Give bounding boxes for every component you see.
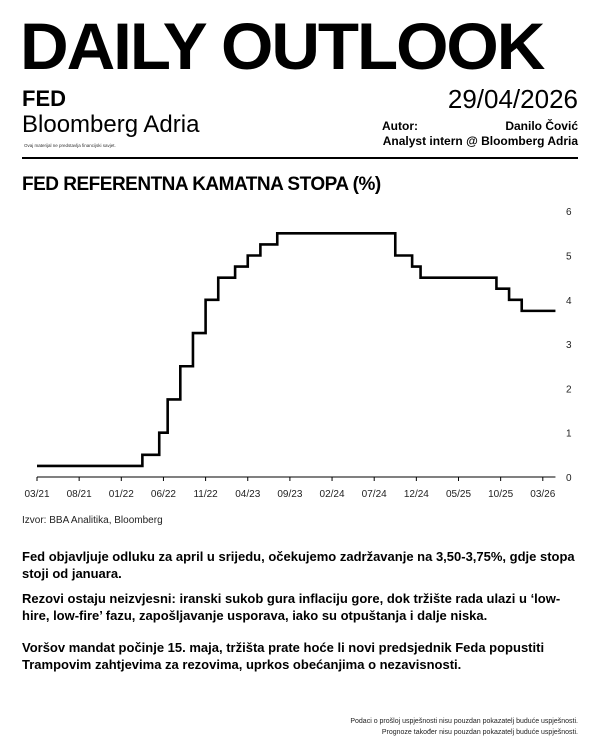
y-tick-label: 2 [566,384,572,395]
footer-disclaimer: Podaci o prošloj uspješnosti nisu pouzda… [350,718,578,725]
rate-step-line [37,232,556,468]
x-tick-label: 12/24 [404,489,429,500]
x-tick-label: 01/22 [109,489,134,500]
brand-name: Bloomberg Adria [22,111,200,138]
author-role: Analyst intern @ Bloomberg Adria [382,134,578,148]
x-tick-label: 03/26 [530,489,555,500]
x-tick-label: 09/23 [277,489,302,500]
paragraph: Voršov mandat počinje 15. maja, tržišta … [22,640,545,672]
x-tick-label: 04/23 [235,489,260,500]
rate-chart: 0 1 2 3 4 5 6 03/21 08/21 01/22 06/22 11/22 04/23 09… [24,207,572,500]
x-tick-label: 08/21 [67,489,92,500]
x-tick-label: 06/22 [151,489,176,500]
paragraph: Fed objavljuje odluku za april u srijedu… [22,549,575,581]
author-name: Danilo Čović [505,119,578,133]
y-tick-label: 0 [566,473,572,484]
x-tick-label: 03/21 [24,489,49,500]
x-tick-label: 10/25 [488,489,513,500]
divider [22,157,578,159]
x-tick-label: 02/24 [320,489,345,500]
y-tick-label: 6 [566,207,572,218]
x-tick-label: 05/25 [446,489,471,500]
x-tick-label: 07/24 [362,489,387,500]
y-axis: 0 1 2 3 4 5 6 [566,207,572,484]
x-axis: 03/21 08/21 01/22 06/22 11/22 04/23 09/23 02/24… [24,476,556,500]
author-label: Autor: [382,119,418,133]
y-tick-label: 1 [566,429,572,440]
y-tick-label: 3 [566,340,572,351]
report-subject: FED [22,86,66,111]
chart-title: FED REFERENTNA KAMATNA STOPA (%) [22,174,381,195]
y-tick-label: 4 [566,296,572,307]
x-tick-label: 11/22 [193,489,218,500]
paragraph: Rezovi ostaju neizvjesni: iranski sukob … [22,591,561,623]
y-tick-label: 5 [566,252,572,263]
report-date: 29/04/2026 [447,84,578,114]
footer-disclaimer: Prognoze također nisu pouzdan pokazatelj… [381,729,578,736]
disclaimer: Ovaj materijal ne predstavlja financijsk… [24,143,116,148]
report-title: DAILY OUTLOOK [20,9,545,83]
chart-source: Izvor: BBA Analitika, Bloomberg [22,515,163,526]
